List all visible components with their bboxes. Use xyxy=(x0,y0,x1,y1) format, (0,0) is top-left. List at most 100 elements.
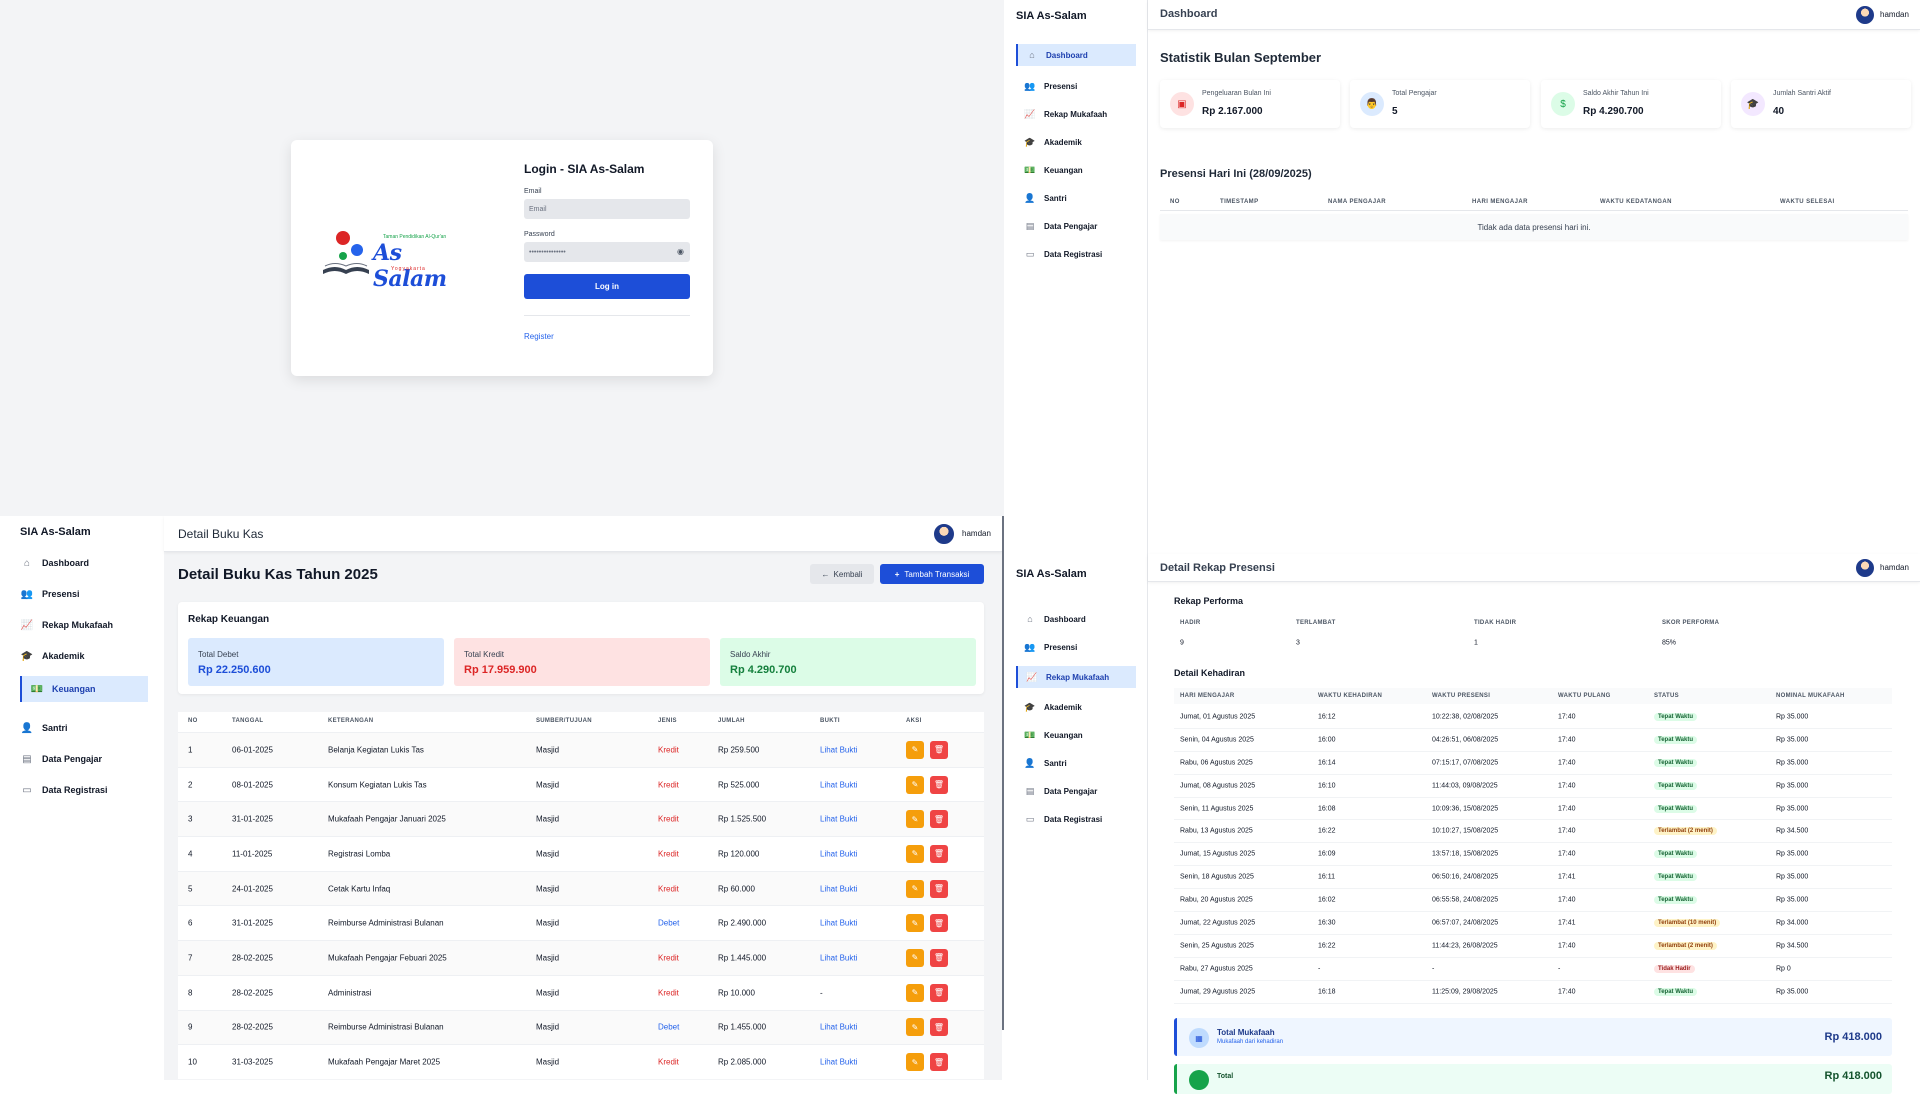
sidebar-item-label: Keuangan xyxy=(1044,165,1083,175)
edit-icon[interactable]: ✎ xyxy=(906,879,924,898)
trash-icon[interactable]: 🗑 xyxy=(930,740,948,759)
avatar[interactable] xyxy=(1856,6,1874,24)
cell-keterangan: Reimburse Administrasi Bulanan xyxy=(328,1022,444,1032)
cell-presensi: 06:57:07, 24/08/2025 xyxy=(1432,919,1499,927)
page-title: Dashboard xyxy=(1160,8,1218,20)
rekap-value: Rp 22.250.600 xyxy=(198,664,271,676)
sidebar-item-akademik[interactable]: 🎓 Akademik xyxy=(1016,696,1136,718)
rekap-title: Rekap Keuangan xyxy=(188,614,270,625)
email-field[interactable]: Email xyxy=(524,199,690,219)
sidebar-item-label: Keuangan xyxy=(52,684,96,694)
edit-icon[interactable]: ✎ xyxy=(906,810,924,829)
lihat-bukti-link: - xyxy=(820,988,823,998)
sidebar-item-data-pengajar[interactable]: ▤ Data Pengajar xyxy=(1016,215,1136,237)
user-name[interactable]: hamdan xyxy=(1880,563,1909,572)
password-field[interactable]: ••••••••••••••• ◉ xyxy=(524,242,690,262)
sidebar-item-dashboard[interactable]: ⌂ Dashboard xyxy=(20,550,148,576)
cell-presensi: - xyxy=(1432,965,1435,973)
table-row: Rabu, 13 Agustus 2025 16:22 10:10:27, 15/0… xyxy=(1174,820,1892,844)
trash-icon[interactable]: 🗑 xyxy=(930,983,948,1002)
sidebar-item-keuangan[interactable]: 💵 Keuangan xyxy=(1016,159,1136,181)
edit-icon[interactable]: ✎ xyxy=(906,983,924,1002)
lihat-bukti-link[interactable]: Lihat Bukti xyxy=(820,745,858,755)
sidebar-item-data-pengajar[interactable]: ▤ Data Pengajar xyxy=(1016,780,1136,802)
table-row: 5 24-01-2025 Cetak Kartu Infaq Masjid Kredit… xyxy=(178,870,984,906)
login-button[interactable]: Log in xyxy=(524,274,690,299)
sidebar-item-dashboard[interactable]: ⌂ Dashboard xyxy=(1016,44,1136,66)
edit-icon[interactable]: ✎ xyxy=(906,775,924,794)
column-header: WAKTU PULANG xyxy=(1558,693,1611,699)
edit-icon[interactable]: ✎ xyxy=(906,844,924,863)
sidebar-item-akademik[interactable]: 🎓 Akademik xyxy=(1016,131,1136,153)
back-label: Kembali xyxy=(833,569,863,579)
trash-icon[interactable]: 🗑 xyxy=(930,1053,948,1072)
back-button[interactable]: ← Kembali xyxy=(810,564,874,584)
stat-card-total-pengajar: 👨 Total Pengajar 5 xyxy=(1350,80,1530,128)
sidebar-item-santri[interactable]: 👤 Santri xyxy=(1016,752,1136,774)
lihat-bukti-link[interactable]: Lihat Bukti xyxy=(820,953,858,963)
money-icon: 💵 xyxy=(1024,164,1036,175)
column-header: WAKTU SELESAI xyxy=(1780,198,1835,205)
lihat-bukti-link[interactable]: Lihat Bukti xyxy=(820,849,858,859)
lihat-bukti-link[interactable]: Lihat Bukti xyxy=(820,780,858,790)
lihat-bukti-link[interactable]: Lihat Bukti xyxy=(820,1057,858,1067)
sidebar-item-keuangan[interactable]: 💵 Keuangan xyxy=(20,676,148,702)
rekap-value: Rp 17.959.900 xyxy=(464,664,537,676)
brand: SIA As-Salam xyxy=(1016,568,1087,580)
status-badge: Tepat Waktu xyxy=(1654,850,1698,859)
trash-icon[interactable]: 🗑 xyxy=(930,914,948,933)
sidebar-item-rekap-mukafaah[interactable]: 📈 Rekap Mukafaah xyxy=(20,612,148,638)
avatar[interactable] xyxy=(1856,559,1874,577)
edit-icon[interactable]: ✎ xyxy=(906,948,924,967)
eye-icon[interactable]: ◉ xyxy=(677,247,684,256)
lihat-bukti-link[interactable]: Lihat Bukti xyxy=(820,814,858,824)
trash-icon[interactable]: 🗑 xyxy=(930,775,948,794)
add-transaction-button[interactable]: + Tambah Transaksi xyxy=(880,564,984,584)
register-link[interactable]: Register xyxy=(524,332,554,341)
lihat-bukti-link[interactable]: Lihat Bukti xyxy=(820,1022,858,1032)
trash-icon[interactable]: 🗑 xyxy=(930,948,948,967)
lihat-bukti-link[interactable]: Lihat Bukti xyxy=(820,884,858,894)
cell-hari: Rabu, 13 Agustus 2025 xyxy=(1180,827,1253,835)
sidebar-item-data-registrasi[interactable]: ▭ Data Registrasi xyxy=(20,777,148,803)
lihat-bukti-link[interactable]: Lihat Bukti xyxy=(820,918,858,928)
table-row: Rabu, 06 Agustus 2025 16:14 07:15:17, 07/0… xyxy=(1174,752,1892,775)
login-screen: Taman Pendidikan Al-Qur'an As Salam Yogy… xyxy=(0,0,1004,516)
trash-icon[interactable]: 🗑 xyxy=(930,844,948,863)
cell-pulang: 17:40 xyxy=(1558,736,1576,744)
sidebar-item-rekap-mukafaah[interactable]: 📈 Rekap Mukafaah xyxy=(1016,103,1136,125)
cell-hadir: 16:14 xyxy=(1318,759,1336,767)
sidebar-item-santri[interactable]: 👤 Santri xyxy=(20,715,148,741)
trash-icon[interactable]: 🗑 xyxy=(930,810,948,829)
edit-icon[interactable]: ✎ xyxy=(906,914,924,933)
user-name[interactable]: hamdan xyxy=(962,529,991,538)
sidebar-item-santri[interactable]: 👤 Santri xyxy=(1016,187,1136,209)
sidebar-item-presensi[interactable]: 👥 Presensi xyxy=(20,581,148,607)
trash-icon[interactable]: 🗑 xyxy=(930,879,948,898)
sidebar-item-presensi[interactable]: 👥 Presensi xyxy=(1016,75,1136,97)
sidebar-item-presensi[interactable]: 👥 Presensi xyxy=(1016,636,1136,658)
cell-keterangan: Cetak Kartu Infaq xyxy=(328,884,391,894)
trash-icon[interactable]: 🗑 xyxy=(930,1018,948,1037)
presensi-table-header: NO TIMESTAMP NAMA PENGAJAR HARI MENGAJAR WAK… xyxy=(1160,193,1908,211)
sidebar-item-data-pengajar[interactable]: ▤ Data Pengajar xyxy=(20,746,148,772)
sidebar-item-akademik[interactable]: 🎓 Akademik xyxy=(20,643,148,669)
sidebar-item-label: Data Pengajar xyxy=(1044,786,1098,796)
edit-icon[interactable]: ✎ xyxy=(906,1018,924,1037)
password-label: Password xyxy=(524,231,555,238)
edit-icon[interactable]: ✎ xyxy=(906,1053,924,1072)
avatar[interactable] xyxy=(934,524,954,544)
sidebar-item-label: Presensi xyxy=(1044,642,1078,652)
cell-tanggal: 08-01-2025 xyxy=(232,780,273,790)
sidebar-item-keuangan[interactable]: 💵 Keuangan xyxy=(1016,724,1136,746)
edit-icon[interactable]: ✎ xyxy=(906,740,924,759)
sidebar-item-label: Data Registrasi xyxy=(1044,814,1103,824)
sidebar-item-data-registrasi[interactable]: ▭ Data Registrasi xyxy=(1016,808,1136,830)
sidebar-item-rekap-mukafaah[interactable]: 📈 Rekap Mukafaah xyxy=(1016,666,1136,688)
user-name[interactable]: hamdan xyxy=(1880,10,1909,19)
cell-hari: Jumat, 01 Agustus 2025 xyxy=(1180,713,1256,721)
cell-keterangan: Reimburse Administrasi Bulanan xyxy=(328,918,444,928)
cell-hari: Jumat, 29 Agustus 2025 xyxy=(1180,988,1256,996)
sidebar-item-dashboard[interactable]: ⌂ Dashboard xyxy=(1016,608,1136,630)
sidebar-item-data-registrasi[interactable]: ▭ Data Registrasi xyxy=(1016,243,1136,265)
